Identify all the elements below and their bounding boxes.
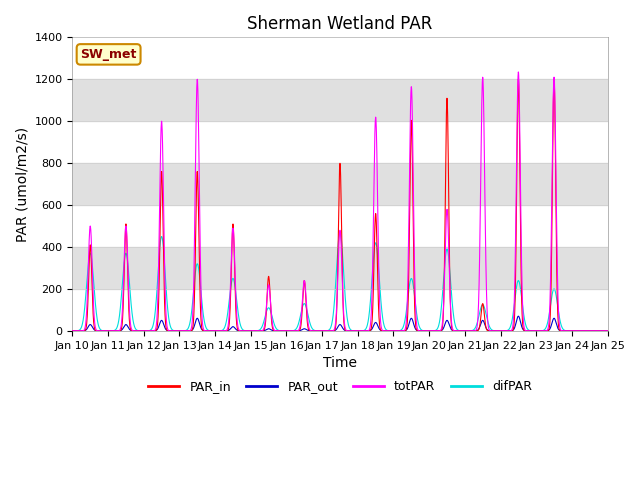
- Bar: [72, 79, 607, 121]
- PAR_in: [161, 315, 169, 321]
- Legend: PAR_in, PAR_out, totPAR, difPAR: PAR_in, PAR_out, totPAR, difPAR: [143, 375, 537, 398]
- Line: totPAR: totPAR: [72, 72, 607, 331]
- totPAR: [129, 328, 137, 334]
- totPAR: [536, 328, 543, 334]
- Y-axis label: PAR (umol/m2/s): PAR (umol/m2/s): [15, 127, 29, 241]
- totPAR: [161, 289, 169, 295]
- totPAR: [515, 69, 522, 75]
- PAR_in: [129, 328, 137, 334]
- difPAR: [161, 271, 169, 277]
- Title: Sherman Wetland PAR: Sherman Wetland PAR: [247, 15, 433, 33]
- difPAR: [68, 328, 76, 334]
- totPAR: [297, 318, 305, 324]
- Bar: [72, 247, 607, 289]
- difPAR: [297, 311, 305, 317]
- Line: difPAR: difPAR: [72, 232, 607, 331]
- Text: SW_met: SW_met: [81, 48, 137, 61]
- PAR_out: [515, 313, 522, 319]
- PAR_out: [297, 327, 305, 333]
- PAR_in: [274, 328, 282, 334]
- difPAR: [336, 229, 344, 235]
- PAR_out: [274, 328, 282, 334]
- difPAR: [274, 327, 282, 333]
- PAR_out: [68, 328, 76, 334]
- PAR_in: [68, 328, 76, 334]
- difPAR: [536, 328, 543, 334]
- PAR_out: [604, 328, 611, 334]
- Line: PAR_out: PAR_out: [72, 316, 607, 331]
- Bar: [72, 163, 607, 205]
- Line: PAR_in: PAR_in: [72, 79, 607, 331]
- PAR_out: [536, 328, 543, 334]
- totPAR: [593, 328, 601, 334]
- PAR_in: [550, 76, 558, 82]
- PAR_in: [297, 323, 305, 329]
- X-axis label: Time: Time: [323, 356, 357, 370]
- PAR_in: [604, 328, 611, 334]
- totPAR: [274, 328, 282, 334]
- PAR_in: [536, 328, 543, 334]
- difPAR: [129, 320, 137, 325]
- PAR_in: [593, 328, 601, 334]
- PAR_out: [593, 328, 601, 334]
- PAR_out: [129, 328, 137, 334]
- difPAR: [593, 328, 601, 334]
- totPAR: [604, 328, 611, 334]
- PAR_out: [161, 325, 169, 331]
- difPAR: [604, 328, 611, 334]
- totPAR: [68, 328, 76, 334]
